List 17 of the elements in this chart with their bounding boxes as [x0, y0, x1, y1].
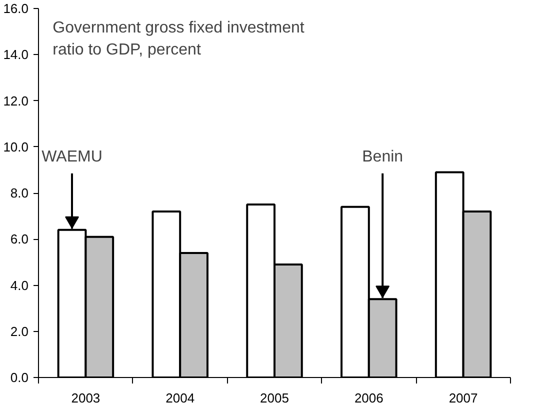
text: Government gross fixed investment ratio to GDP, percent	[52, 20, 305, 59]
x-tick-label: 2005	[260, 390, 289, 406]
y-tick-label: 12.0	[3, 93, 29, 108]
y-tick-label: 16.0	[3, 1, 29, 16]
x-tick-label: 2003	[71, 390, 100, 406]
text: WAEMU	[42, 148, 102, 166]
x-tick-label: 2004	[166, 390, 195, 406]
y-tick-label: 10.0	[3, 139, 29, 154]
y-tick-label: 6.0	[10, 232, 29, 247]
y-tick-label: 8.0	[10, 186, 29, 200]
x-tick-label: 2006	[354, 390, 384, 406]
y-tick-label: 14.0	[3, 47, 29, 62]
y-tick-label: 0.0	[10, 370, 29, 385]
text: Benin	[362, 148, 404, 166]
x-tick-label: 2007	[448, 390, 478, 406]
y-tick-label: 2.0	[10, 324, 29, 339]
y-tick-label: 4.0	[10, 278, 29, 293]
